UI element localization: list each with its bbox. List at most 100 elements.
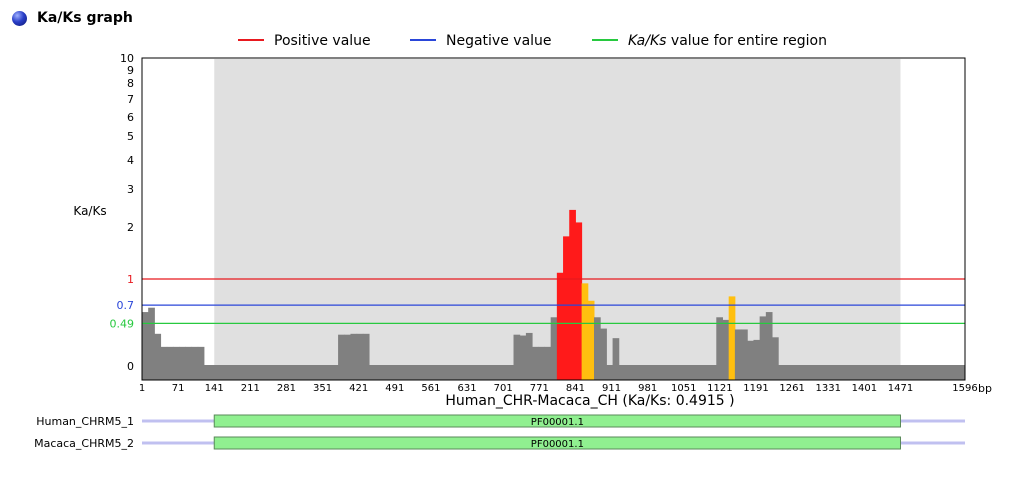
x-tick-771: 771	[530, 383, 549, 394]
bar-38	[722, 319, 730, 380]
bar-1	[148, 307, 155, 380]
bar-26	[556, 272, 564, 380]
bar-16	[356, 333, 364, 380]
bar-44	[759, 316, 767, 380]
legend: Positive value Negative value Ka/Ks value …	[238, 33, 827, 49]
x-tick-211: 211	[241, 383, 260, 394]
bar-46	[772, 337, 779, 380]
bar-18	[369, 365, 515, 380]
bar-15	[350, 333, 358, 380]
bar-33	[600, 328, 607, 380]
y-tick-9: 9	[127, 64, 134, 77]
bar-13	[338, 334, 345, 380]
bar-22	[532, 346, 539, 380]
y-tick-2: 2	[127, 221, 134, 234]
domain-box-1	[213, 436, 902, 450]
bar-9	[197, 346, 205, 380]
bar-12	[216, 365, 339, 380]
x-tick-841: 841	[566, 383, 585, 394]
x-axis-ticks: 1 71 141 211 281 351 421 491 561 631 701 771 841 911 9…	[139, 382, 992, 395]
bar-0	[142, 312, 149, 380]
bullet-icon	[12, 10, 27, 26]
y-tick-3: 3	[127, 183, 134, 196]
bar-35	[612, 338, 620, 380]
bar-10	[203, 365, 211, 380]
bar-36	[618, 365, 717, 380]
x-tick-1331: 1331	[816, 383, 841, 394]
x-tick-1261: 1261	[779, 383, 804, 394]
x-tick-141: 141	[205, 383, 224, 394]
section-title: Ka/Ks graph	[37, 10, 133, 26]
x-tick-1: 1	[139, 383, 145, 394]
bar-30	[581, 283, 589, 380]
x-tick-421: 421	[349, 383, 368, 394]
bar-23	[538, 346, 545, 380]
bar-8	[191, 346, 199, 380]
y-tick-5: 5	[127, 130, 134, 143]
bar-34	[606, 365, 614, 380]
bar-31	[587, 300, 595, 380]
bar-3	[160, 346, 168, 380]
x-tick-631: 631	[458, 383, 477, 394]
legend-label-text: Negative value	[446, 33, 552, 49]
legend-label-entire: Ka/Ks value for entire region	[628, 33, 827, 49]
y-tick-4: 4	[127, 154, 134, 167]
bar-21	[525, 332, 533, 380]
bar-2	[154, 333, 162, 380]
bar-25	[550, 317, 558, 380]
bar-14	[344, 334, 351, 380]
bar-28	[569, 209, 576, 380]
bars-group	[142, 209, 966, 380]
x-tick-1121: 1121	[707, 383, 732, 394]
x-tick-281: 281	[277, 383, 296, 394]
bar-7	[185, 346, 193, 380]
x-axis-label: Human_CHR-Macaca_CH (Ka/Ks: 0.4915 )	[445, 393, 734, 409]
bar-20	[519, 335, 527, 380]
bar-40	[734, 329, 742, 380]
bar-19	[513, 334, 521, 380]
x-tick-1191: 1191	[743, 383, 768, 394]
x-tick-351: 351	[313, 383, 332, 394]
bar-17	[362, 333, 370, 380]
ref-label-positive: 1	[127, 273, 134, 286]
bar-43	[753, 339, 761, 380]
x-tick-491: 491	[385, 383, 404, 394]
y-tick-0: 0	[127, 360, 134, 373]
bar-41	[741, 329, 748, 380]
bar-37	[716, 317, 723, 380]
track-name-0: Human_CHRM5_1	[36, 415, 134, 428]
y-tick-6: 6	[127, 111, 134, 124]
bar-47	[778, 365, 966, 380]
bar-39	[728, 296, 736, 380]
y-tick-7: 7	[127, 93, 134, 106]
ref-label-negative: 0.7	[117, 299, 135, 312]
x-tick-1596: 1596	[952, 383, 977, 394]
bar-5	[172, 346, 180, 380]
domain-tracks: Human_CHRM5_1 PF00001.1 Macaca_CHRM5_2 PF00…	[34, 414, 965, 450]
bar-11	[210, 365, 217, 380]
bar-24	[544, 346, 552, 380]
legend-label-text: Positive value	[274, 33, 371, 49]
x-tick-1471: 1471	[888, 383, 913, 394]
bar-27	[563, 236, 570, 380]
x-tick-981: 981	[638, 383, 657, 394]
legend-label-positive: Positive value	[274, 33, 371, 49]
section-header: Ka/Ks graph	[12, 8, 133, 28]
legend-label-text: value for entire region	[666, 33, 827, 49]
domain-label-1: PF00001.1	[531, 439, 584, 450]
x-tick-561: 561	[421, 383, 440, 394]
y-axis-label: Ka/Ks	[73, 204, 106, 218]
bar-32	[594, 317, 601, 380]
ref-label-entire: 0.49	[110, 317, 135, 330]
legend-label-italic: Ka/Ks	[628, 33, 666, 49]
domain-box-0	[213, 414, 902, 428]
plot-frame	[141, 57, 966, 381]
bar-45	[765, 312, 773, 380]
domain-label-0: PF00001.1	[531, 417, 584, 428]
x-tick-71: 71	[172, 383, 185, 394]
bar-29	[575, 222, 583, 380]
y-tick-10: 10	[120, 52, 134, 65]
x-tick-1051: 1051	[671, 383, 696, 394]
